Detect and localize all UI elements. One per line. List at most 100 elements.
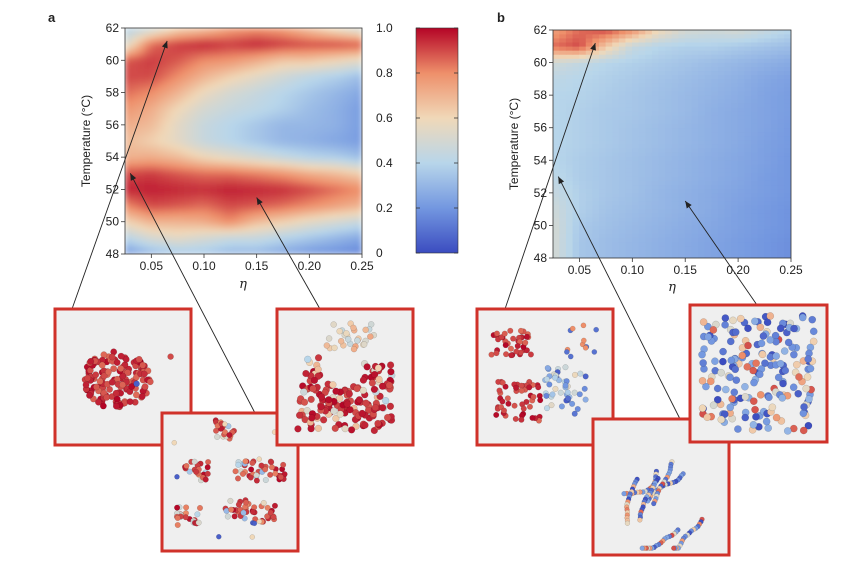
heatmap-cell (249, 124, 257, 130)
heatmap-cell (276, 209, 284, 214)
heatmap-cell (177, 108, 185, 114)
heatmap-cell (335, 156, 343, 162)
heatmap-cell (355, 181, 362, 186)
heatmap-cell (684, 37, 693, 43)
heatmap-cell (737, 78, 746, 84)
heatmap-cell (565, 229, 574, 234)
heatmap-cell (665, 168, 673, 173)
heatmap-cell (243, 64, 251, 69)
heatmap-cell (262, 233, 271, 239)
heatmap-cell (605, 98, 613, 104)
heatmap-cell (183, 124, 192, 130)
heatmap-cell (256, 136, 264, 142)
heatmap-cell (236, 84, 244, 89)
particle (235, 475, 242, 482)
heatmap-cell (243, 221, 251, 227)
heatmap-cell (565, 127, 574, 133)
heatmap-cell (665, 107, 673, 112)
heatmap-cell (282, 233, 290, 239)
heatmap-cell (210, 64, 218, 69)
heatmap-cell (197, 156, 205, 162)
panel-letter-b: b (497, 10, 505, 25)
heatmap-cell (170, 152, 178, 158)
heatmap-cell (592, 82, 600, 88)
heatmap-cell (579, 58, 587, 63)
heatmap-cell (341, 76, 350, 81)
heatmap-cell (598, 102, 607, 108)
heatmap-cell (698, 200, 706, 206)
heatmap-cell (328, 116, 336, 122)
heatmap-cell (658, 58, 666, 63)
heatmap-cell (243, 249, 251, 254)
heatmap-cell (348, 140, 356, 146)
heatmap-cell (565, 159, 574, 165)
heatmap-cell (579, 41, 587, 47)
heatmap-cell (731, 54, 739, 59)
particle (108, 378, 116, 386)
heatmap-cell (190, 148, 198, 154)
heatmap-cell (711, 200, 719, 206)
heatmap-cell (170, 168, 178, 174)
heatmap-cell (131, 120, 139, 126)
heatmap-cell (625, 176, 633, 181)
particle (729, 316, 737, 325)
heatmap-cell (632, 70, 640, 76)
heatmap-cell (744, 66, 752, 72)
heatmap-cell (572, 151, 580, 157)
heatmap-cell (177, 124, 185, 130)
heatmap-cell (598, 196, 607, 202)
heatmap-cell (731, 184, 739, 190)
heatmap-cell (295, 241, 304, 247)
heatmap-cell (744, 50, 752, 55)
heatmap-cell (157, 76, 165, 81)
heatmap-cell (744, 176, 752, 181)
heatmap-cell (348, 181, 356, 186)
heatmap-cell (322, 201, 330, 206)
particle (513, 384, 520, 391)
heatmap-cell (632, 115, 640, 120)
heatmap-cell (757, 45, 765, 51)
heatmap-cell (704, 111, 712, 116)
heatmap-cell (691, 249, 699, 255)
heatmap-cell (328, 209, 336, 214)
heatmap-cell (197, 116, 205, 122)
heatmap-cell (784, 184, 791, 190)
heatmap-cell (618, 216, 627, 222)
heatmap-cell (592, 155, 600, 161)
heatmap-cell (704, 102, 712, 108)
heatmap-cell (289, 136, 297, 142)
heatmap-cell (164, 96, 172, 101)
heatmap-cell (276, 245, 284, 251)
heatmap-cell (216, 233, 225, 239)
heatmap-cell (711, 237, 719, 243)
heatmap-cell (210, 160, 218, 166)
heatmap-cell (262, 116, 271, 122)
heatmap-cell (210, 72, 218, 77)
heatmap-cell (276, 201, 284, 206)
heatmap-cell (565, 58, 574, 63)
particle (138, 392, 146, 400)
heatmap-cell (223, 100, 231, 105)
heatmap-cell (592, 37, 600, 43)
particle (222, 421, 228, 427)
heatmap-cell (190, 201, 198, 206)
heatmap-cell (559, 119, 567, 124)
heatmap-cell (243, 185, 251, 190)
heatmap-cell (684, 229, 693, 234)
heatmap-cell (210, 31, 218, 37)
heatmap-cell (784, 245, 791, 251)
heatmap-cell (157, 28, 165, 33)
heatmap-cell (731, 229, 739, 234)
heatmap-cell (632, 33, 640, 39)
heatmap-cell (335, 213, 343, 218)
heatmap-cell (671, 172, 679, 177)
heatmap-cell (249, 213, 257, 218)
heatmap-cell (276, 136, 284, 142)
heatmap-cell (559, 66, 567, 72)
heatmap-cell (711, 225, 719, 230)
heatmap-cell (585, 151, 593, 157)
particle (320, 416, 328, 424)
heatmap-cell (585, 221, 593, 226)
heatmap-cell (328, 31, 336, 37)
heatmap-cell (262, 185, 271, 190)
